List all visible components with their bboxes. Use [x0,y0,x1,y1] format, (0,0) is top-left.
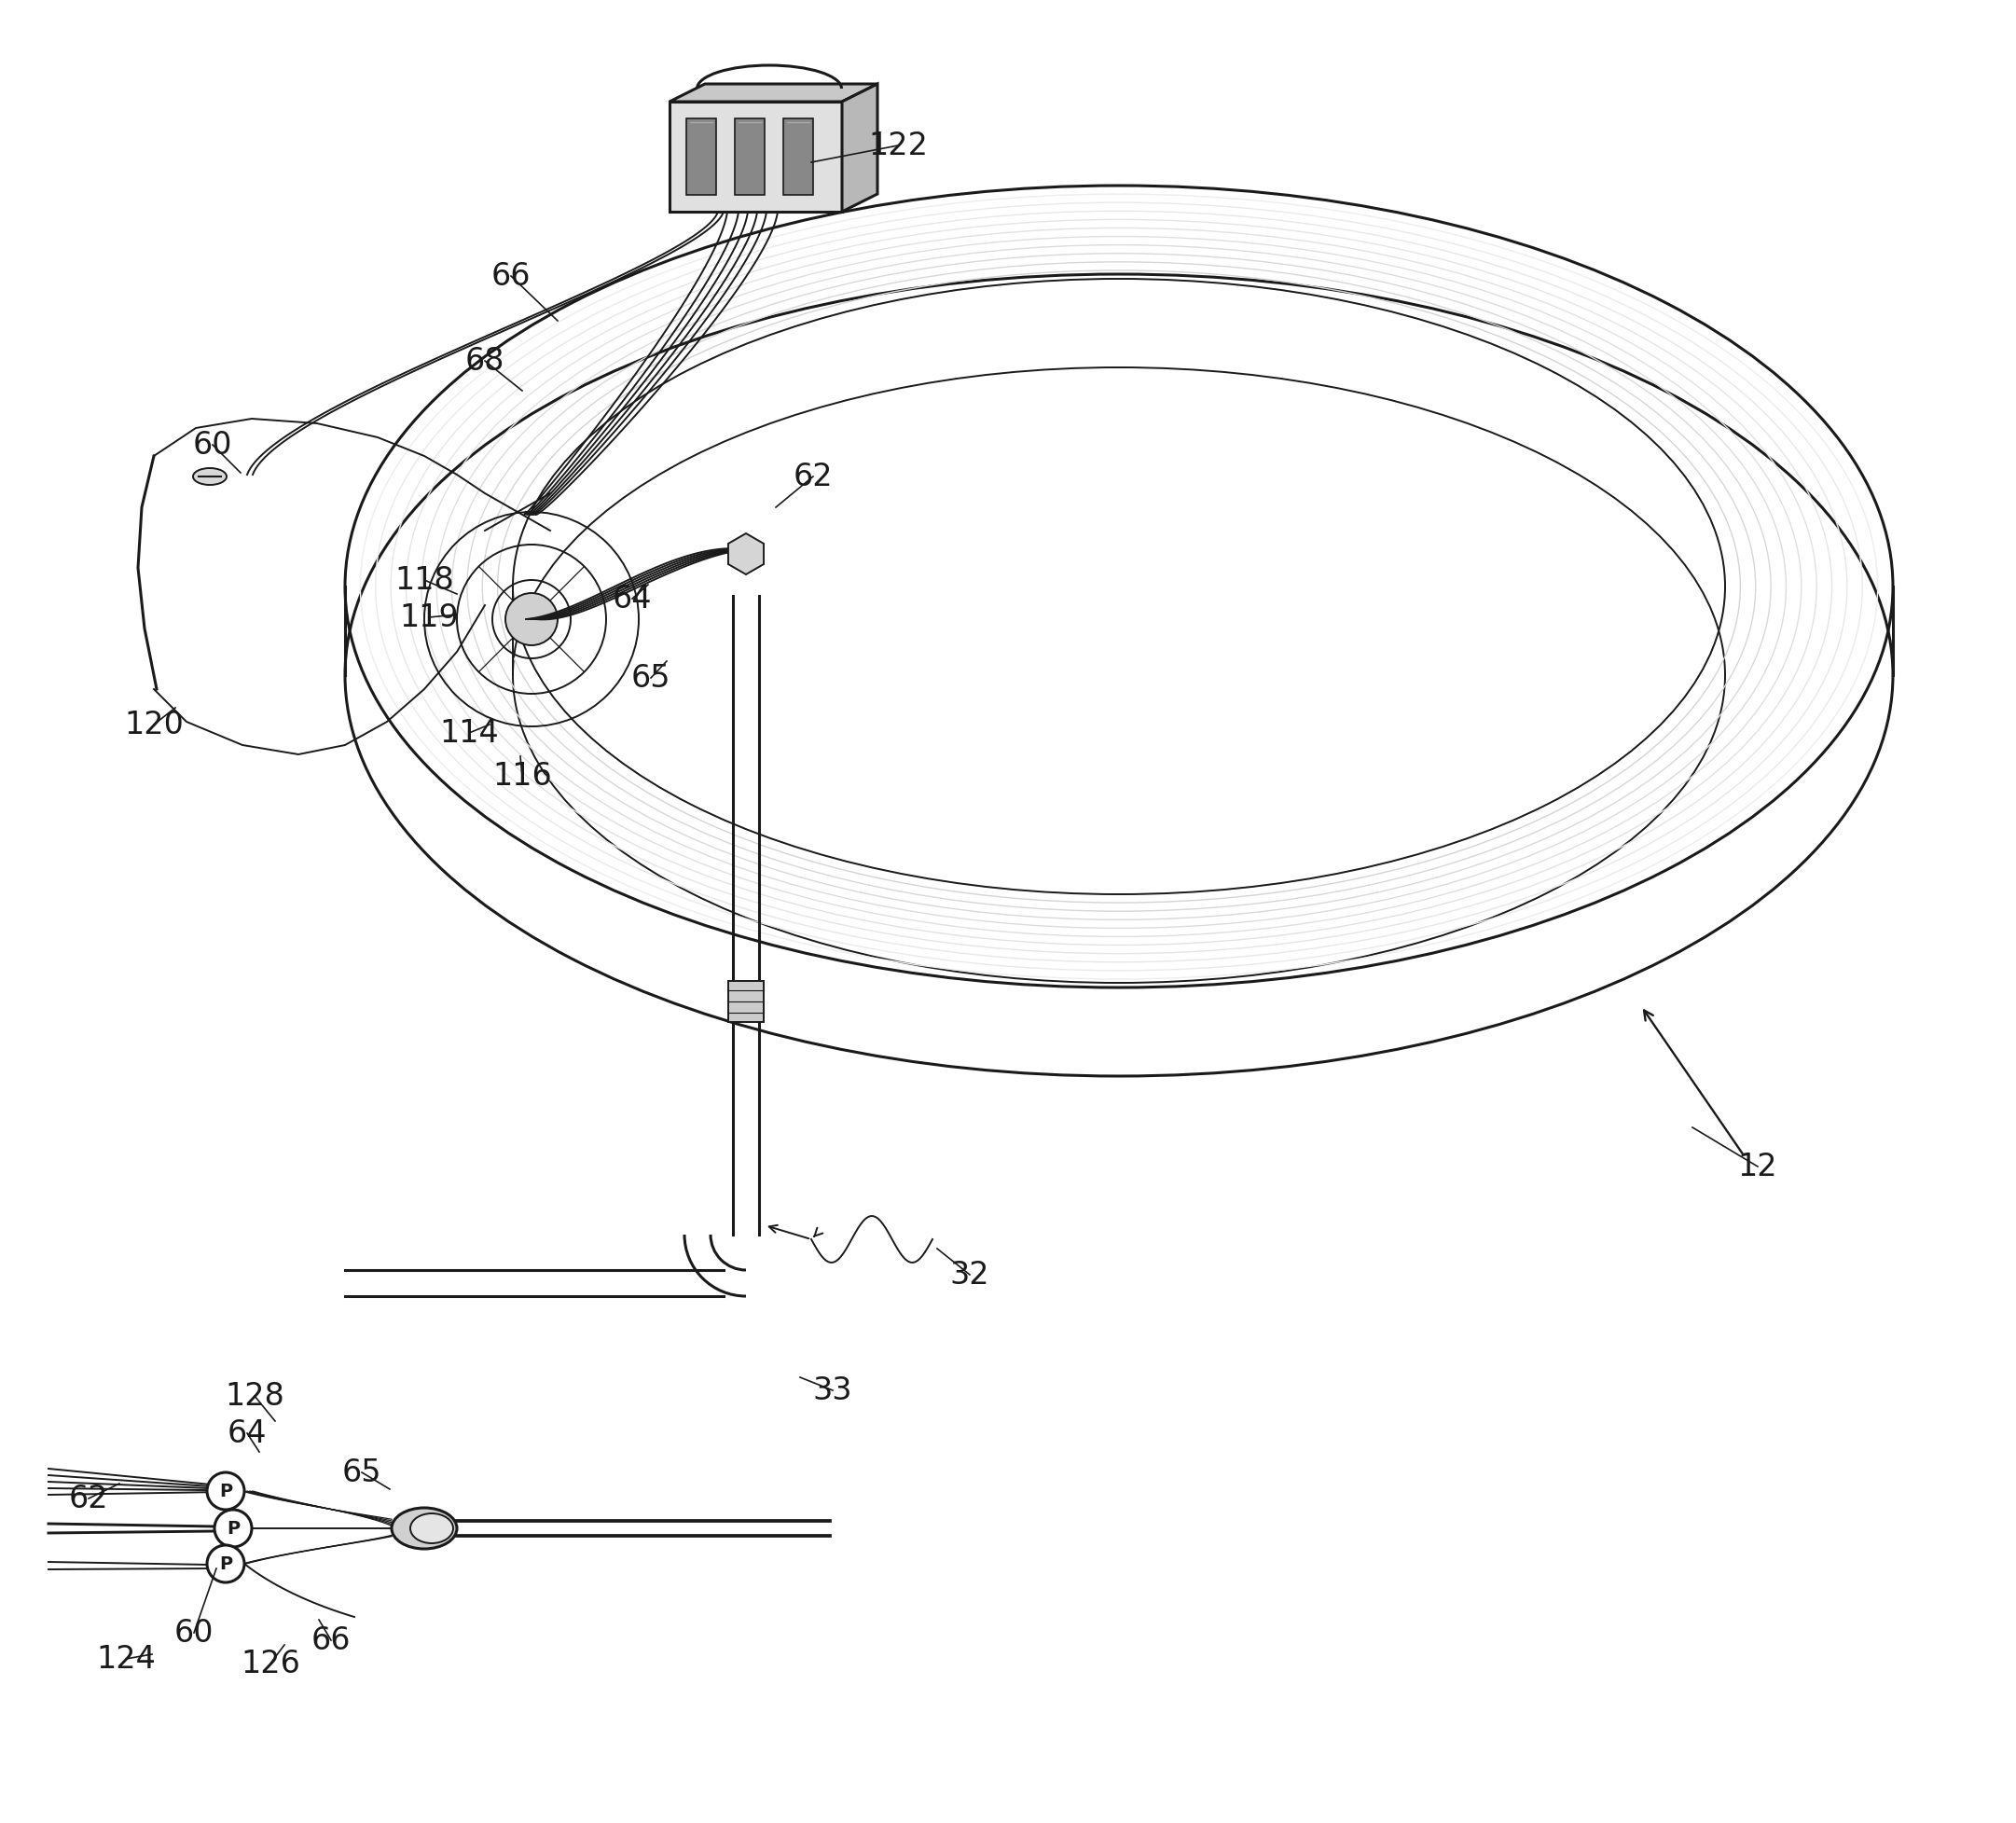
Text: 64: 64 [613,583,651,614]
Text: 122: 122 [869,131,927,162]
Text: 119: 119 [399,603,460,633]
Text: 62: 62 [792,461,833,492]
Text: 118: 118 [395,565,454,596]
Polygon shape [669,102,843,213]
Text: P: P [220,1482,232,1500]
Polygon shape [728,981,764,1023]
Polygon shape [669,86,877,102]
Text: 128: 128 [226,1380,284,1411]
Text: 65: 65 [343,1457,381,1488]
Text: P: P [220,1555,232,1573]
Text: 66: 66 [310,1624,351,1655]
Text: 120: 120 [125,709,183,740]
Polygon shape [784,118,812,195]
Text: 116: 116 [492,760,552,791]
Circle shape [208,1546,244,1582]
Text: 32: 32 [950,1260,990,1291]
Text: 126: 126 [240,1648,300,1679]
Text: 65: 65 [631,664,671,695]
Polygon shape [843,86,877,213]
Text: 124: 124 [97,1644,155,1674]
Circle shape [214,1509,252,1548]
Polygon shape [685,118,716,195]
Polygon shape [734,118,764,195]
Text: 60: 60 [173,1617,214,1648]
Text: 66: 66 [492,261,530,292]
Text: 33: 33 [812,1375,853,1406]
Text: P: P [226,1520,240,1537]
Ellipse shape [411,1513,454,1544]
Text: 68: 68 [466,346,504,377]
Circle shape [208,1473,244,1509]
Ellipse shape [391,1508,458,1550]
Ellipse shape [194,469,226,485]
Text: 60: 60 [194,430,232,461]
Text: 64: 64 [228,1418,266,1449]
Polygon shape [728,534,764,574]
Text: 114: 114 [439,718,498,749]
Text: 62: 62 [69,1484,109,1515]
Text: 12: 12 [1738,1152,1778,1183]
Circle shape [506,594,558,645]
